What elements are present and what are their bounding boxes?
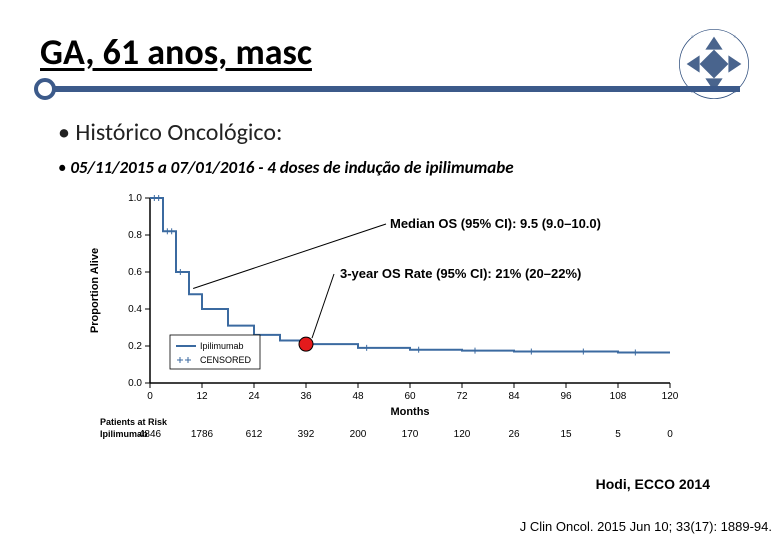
svg-text:0: 0 <box>147 391 153 402</box>
svg-text:5: 5 <box>615 429 621 440</box>
page-title: GA, 61 anos, masc <box>40 30 312 74</box>
svg-text:3-year OS Rate (95% CI): 21% (: 3-year OS Rate (95% CI): 21% (20–22%) <box>340 266 581 281</box>
svg-text:CENSORED: CENSORED <box>200 355 252 365</box>
svg-text:120: 120 <box>454 429 471 440</box>
svg-text:612: 612 <box>246 429 263 440</box>
svg-text:36: 36 <box>300 391 312 402</box>
citation: J Clin Oncol. 2015 Jun 10; 33(17): 1889-… <box>520 519 772 534</box>
svg-text:Proportion Alive: Proportion Alive <box>89 248 101 333</box>
svg-text:24: 24 <box>248 391 260 402</box>
svg-text:0.0: 0.0 <box>128 378 142 389</box>
svg-text:Median OS (95% CI): 9.5 (9.0–1: Median OS (95% CI): 9.5 (9.0–10.0) <box>390 216 601 231</box>
svg-text:170: 170 <box>402 429 419 440</box>
svg-text:96: 96 <box>560 391 572 402</box>
svg-text:Months: Months <box>390 406 429 418</box>
title-rule <box>40 80 740 94</box>
svg-text:0: 0 <box>667 429 673 440</box>
svg-text:84: 84 <box>508 391 520 402</box>
svg-text:72: 72 <box>456 391 468 402</box>
svg-text:0.8: 0.8 <box>128 230 142 241</box>
chart-source: Hodi, ECCO 2014 <box>596 476 710 492</box>
svg-text:48: 48 <box>352 391 364 402</box>
svg-text:0.4: 0.4 <box>128 304 142 315</box>
svg-text:12: 12 <box>196 391 208 402</box>
svg-text:0.2: 0.2 <box>128 341 142 352</box>
svg-text:Patients at Risk: Patients at Risk <box>100 417 168 427</box>
svg-text:26: 26 <box>508 429 520 440</box>
svg-text:200: 200 <box>350 429 367 440</box>
svg-text:60: 60 <box>404 391 416 402</box>
svg-text:0.6: 0.6 <box>128 267 142 278</box>
svg-text:Ipilimumab: Ipilimumab <box>200 341 244 351</box>
kaplan-meier-chart: 0.0 0.2 0.4 0.6 0.8 1.0 0 12 24 36 48 60 72 84 96 108 12… <box>80 188 700 458</box>
bullet-dose-info: 05/11/2015 a 07/01/2016 - 4 doses de ind… <box>58 157 740 178</box>
svg-text:4846: 4846 <box>139 429 162 440</box>
svg-text:1786: 1786 <box>191 429 214 440</box>
svg-text:392: 392 <box>298 429 315 440</box>
svg-text:1.0: 1.0 <box>128 193 142 204</box>
svg-text:15: 15 <box>560 429 572 440</box>
bullet-history-heading: Histórico Oncológico: <box>58 118 740 147</box>
svg-text:108: 108 <box>610 391 627 402</box>
svg-text:120: 120 <box>662 391 679 402</box>
svg-text:S: S <box>691 35 694 39</box>
